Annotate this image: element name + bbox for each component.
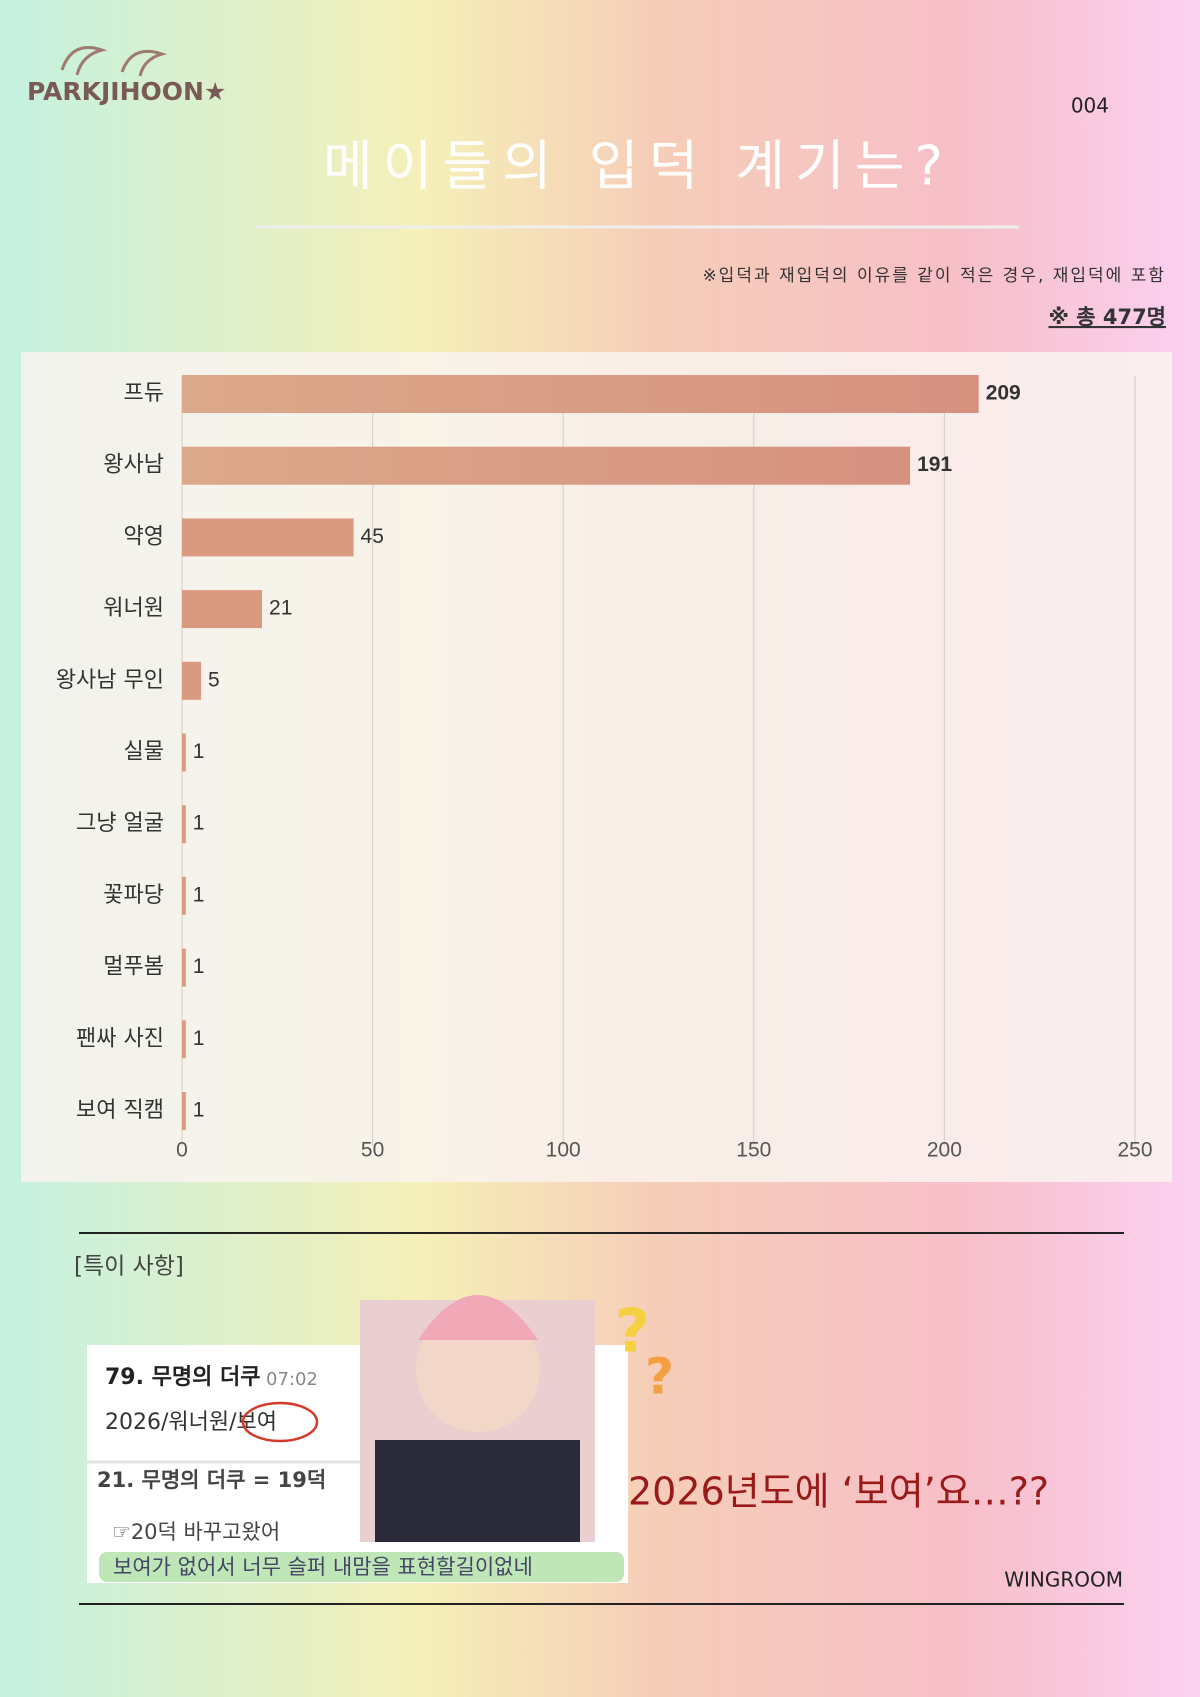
bar [182,518,354,557]
x-tick-label: 150 [736,1139,771,1162]
value-label: 45 [361,525,384,548]
value-label: 1 [193,1099,205,1122]
section-label: [특이 사항] [74,1254,184,1280]
logo-ears [60,46,168,77]
y-tick-label: 워너원 [103,596,164,621]
total: ※ 총 477명 [1048,305,1166,329]
comment-title: 79. 무명의 더쿠 [105,1365,261,1390]
value-label: 209 [986,382,1021,405]
bar [182,876,186,915]
value-label: 1 [193,955,205,978]
comment-body: 2026/워너원/보여 [105,1410,277,1435]
y-tick-label: 약영 [124,524,164,549]
bar [182,661,202,700]
value-label: 1 [193,740,205,763]
chart-panel [21,352,1172,1182]
bar [182,446,911,485]
value-label: 1 [193,1027,205,1050]
bar [182,1092,186,1130]
circle-mark [241,1401,319,1443]
question-marks: ? [645,1348,674,1406]
bar [182,805,186,844]
value-label: 5 [208,668,220,691]
y-tick-label: 꽃파당 [103,883,164,908]
y-tick-label: 팬싸 사진 [76,1026,164,1051]
value-label: 191 [917,453,952,476]
y-tick-label: 왕사남 [103,453,164,478]
photo-hair [418,1295,538,1340]
highlight [99,1552,624,1582]
comment-title: 21. 무명의 더쿠 = 19덕 [97,1468,326,1492]
bar [182,948,186,987]
bar [182,733,186,772]
note: ※입덕과 재입덕의 이유를 같이 적은 경우, 재입덕에 포함 [702,266,1166,286]
y-tick-label: 멀푸봄 [103,955,164,980]
caption: 2026년도에 ‘보여’요…?? [628,1470,1049,1514]
photo-shirt [375,1440,580,1542]
x-tick-label: 250 [1117,1139,1152,1162]
comment-time: 07:02 [266,1369,318,1390]
comment-line: 보여가 없어서 너무 슬퍼 내맘을 표현할길이없네 [113,1555,533,1579]
y-tick-label: 왕사남 무인 [56,668,164,693]
chart: 0 50 100 150 200 250 프듀 209 왕사남 191 약영 45 워너원 21 왕사남 무… [56,375,1153,1162]
comment-line: ☞20덕 바꾸고왔어 [112,1520,280,1544]
x-tick-label: 100 [546,1139,581,1162]
y-tick-label: 보여 직캠 [76,1098,164,1123]
value-label: 1 [193,883,205,906]
brand: PARKJIHOON★ [27,77,226,106]
y-tick-label: 프듀 [124,381,164,406]
y-tick-label: 그냥 얼굴 [76,811,164,836]
bar [182,590,263,629]
x-tick-label: 0 [176,1139,188,1162]
credit: WINGROOM [1004,1568,1123,1592]
y-tick-label: 실물 [124,740,164,765]
x-tick-label: 200 [927,1139,962,1162]
bar [182,1020,186,1059]
page-number: 004 [1071,94,1109,118]
x-tick-label: 50 [361,1139,384,1162]
value-label: 21 [269,597,292,620]
bar [182,375,979,413]
value-label: 1 [193,812,205,835]
question-marks: ? [615,1297,650,1367]
chart-title: 메이들의 입덕 계기는? [323,135,953,198]
